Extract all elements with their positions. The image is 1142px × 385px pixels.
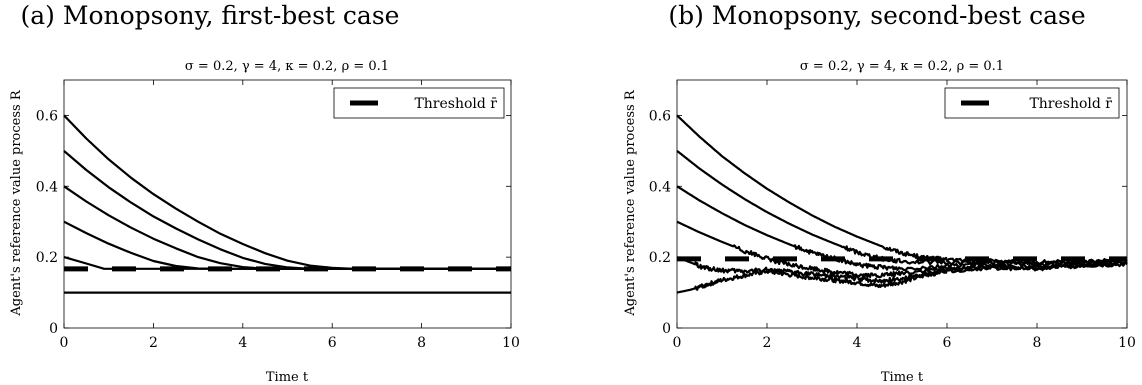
panel-a-series-line-2 [63, 185, 511, 270]
panel-b-xlabel: Time t [881, 370, 924, 385]
panel-b-ytick-label: 0.6 [649, 108, 671, 124]
panel-a-xtick-label: 0 [60, 335, 69, 351]
panel-b-series-line-3 [676, 220, 1128, 279]
panel-b-xtick-label: 8 [1033, 335, 1042, 351]
panel-b-xtick-label: 2 [763, 335, 772, 351]
panel-b-plot: 0 2 4 6 8 10 0 0.2 0.4 0.6 Threshold r̄ [649, 79, 1136, 351]
panel-b-series-line-0 [676, 114, 1128, 266]
panel-a-xtick-label: 10 [502, 335, 520, 351]
panel-a-xtick-label: 6 [328, 335, 337, 351]
panel-a-frame [63, 79, 512, 329]
panel-a-ytick-label: 0.6 [36, 108, 58, 124]
panel-b-caption: (b) Monopsony, second-best case [668, 1, 1085, 30]
panel-a-ylabel: Agent's reference value process R [9, 89, 24, 316]
panel-b-ytick-label: 0.4 [649, 179, 671, 195]
panel-a-ytick-label: 0.4 [36, 179, 58, 195]
panel-b-xtick-label: 6 [943, 335, 952, 351]
panel-b-series-line-1 [676, 150, 1128, 266]
panel-a-plot: 0 2 4 6 8 10 0 0.2 0.4 0.6 Threshold r̄ [36, 79, 520, 351]
panel-a-ytick-label: 0.2 [36, 250, 58, 266]
panel-a-series-line-1 [63, 150, 511, 270]
panel-b-series-line-2 [676, 185, 1128, 272]
panel-b-xtick-label: 0 [673, 335, 682, 351]
panel-a-caption: (a) Monopsony, first-best case [21, 1, 400, 30]
panel-b-ytick-label: 0 [662, 321, 671, 337]
panel-b-xtick-label: 10 [1118, 335, 1136, 351]
panel-b-series-line-5 [676, 261, 1128, 294]
panel-a-legend-label: Threshold r̄ [414, 96, 497, 112]
panel-b-ylabel: Agent's reference value process R [623, 89, 638, 316]
panel-b-ytick-label: 0.2 [649, 250, 671, 266]
panel-a-ytick-label: 0 [49, 321, 58, 337]
panel-b-frame [676, 79, 1128, 329]
panel-a-xlabel: Time t [266, 370, 309, 385]
panel-b-subtitle: σ = 0.2, γ = 4, κ = 0.2, ρ = 0.1 [800, 59, 1004, 74]
panel-a-series-line-4 [63, 256, 511, 270]
panel-b-legend-label: Threshold r̄ [1029, 96, 1112, 112]
panel-a-subtitle: σ = 0.2, γ = 4, κ = 0.2, ρ = 0.1 [185, 59, 389, 74]
panel-a-xtick-label: 8 [417, 335, 426, 351]
panel-b-xtick-label: 4 [853, 335, 862, 351]
panel-a-xtick-label: 4 [238, 335, 247, 351]
panel-a-series-line-0 [63, 114, 511, 270]
panel-a-xtick-label: 2 [149, 335, 158, 351]
